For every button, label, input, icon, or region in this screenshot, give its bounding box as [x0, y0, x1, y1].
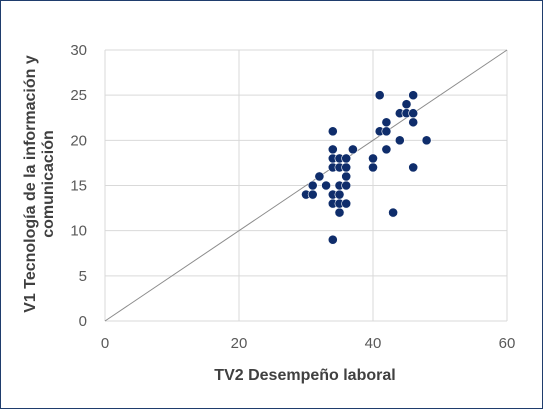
x-tick-label: 40: [365, 335, 382, 352]
data-point: [421, 135, 432, 146]
y-tick-label: 10: [70, 223, 87, 240]
data-point: [381, 117, 392, 128]
data-point: [408, 162, 419, 173]
y-tick-label: 5: [79, 268, 87, 285]
y-tick-label: 15: [70, 178, 87, 195]
y-tick-label: 20: [70, 132, 87, 149]
data-point: [341, 162, 352, 173]
y-tick-label: 25: [70, 87, 87, 104]
data-point: [374, 90, 385, 101]
data-point: [307, 189, 318, 200]
data-point: [341, 153, 352, 164]
data-point: [327, 126, 338, 137]
x-tick-label: 0: [101, 335, 109, 352]
data-point: [408, 90, 419, 101]
x-tick-label: 60: [499, 335, 516, 352]
data-point: [368, 162, 378, 173]
y-axis-title-line1: V1 Tecnología de la información y: [22, 55, 39, 313]
y-axis-title-line2: comunicación: [40, 130, 57, 238]
data-point: [401, 99, 412, 110]
y-tick-label: 0: [79, 313, 87, 330]
data-point: [347, 144, 358, 155]
data-point: [408, 117, 419, 128]
x-tick-labels: 0 20 40 60: [101, 335, 516, 352]
y-tick-label: 30: [70, 42, 87, 59]
data-point: [327, 234, 338, 245]
data-point: [341, 180, 352, 191]
data-point: [341, 171, 352, 182]
data-point: [327, 144, 338, 155]
y-tick-labels: 0 5 10 15 20 25 30: [70, 42, 87, 330]
data-points: [301, 90, 432, 245]
x-axis-title: TV2 Desempeño laboral: [214, 367, 395, 384]
data-point: [314, 171, 325, 182]
data-point: [341, 198, 352, 209]
data-point: [408, 108, 419, 119]
x-tick-label: 20: [231, 335, 248, 352]
data-point: [381, 126, 392, 137]
data-point: [321, 180, 331, 191]
data-point: [368, 153, 378, 164]
data-point: [394, 135, 405, 146]
trendline: [104, 49, 508, 322]
data-point: [307, 180, 318, 191]
y-axis-title: V1 Tecnología de la información y comuni…: [22, 55, 57, 313]
data-point: [334, 189, 345, 200]
data-point: [381, 144, 392, 155]
data-point: [334, 207, 345, 218]
data-point: [388, 207, 398, 218]
